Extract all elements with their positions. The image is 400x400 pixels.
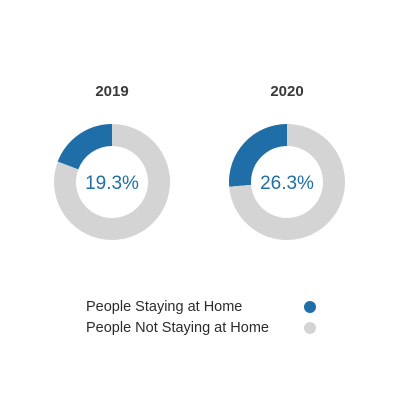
legend-marker-staying	[304, 300, 316, 313]
donut-2020: 2020 26.3%	[228, 83, 345, 241]
legend-item-not-staying[interactable]: People Not Staying at Home	[86, 317, 316, 338]
legend-item-staying[interactable]: People Staying at Home	[86, 296, 316, 317]
donut-slices-2019	[53, 124, 170, 240]
chart-title-2019: 2019	[95, 83, 128, 100]
donut-2019: 2019 19.3%	[53, 83, 170, 240]
slice-2020-staying[interactable]	[228, 124, 287, 187]
donut-slices-2020	[228, 124, 345, 241]
chart-title-2020: 2020	[270, 83, 303, 100]
center-label-2020: 26.3%	[260, 173, 314, 194]
slice-2020-not-staying[interactable]	[229, 124, 345, 241]
legend-marker-not-staying	[304, 321, 316, 334]
legend-label-staying: People Staying at Home	[86, 298, 243, 315]
center-label-2019: 19.3%	[85, 173, 139, 194]
slice-2019-staying[interactable]	[57, 124, 112, 170]
legend-label-not-staying: People Not Staying at Home	[86, 319, 269, 336]
slice-2019-not-staying[interactable]	[53, 124, 170, 240]
legend: People Staying at Home People Not Stayin…	[86, 296, 316, 338]
